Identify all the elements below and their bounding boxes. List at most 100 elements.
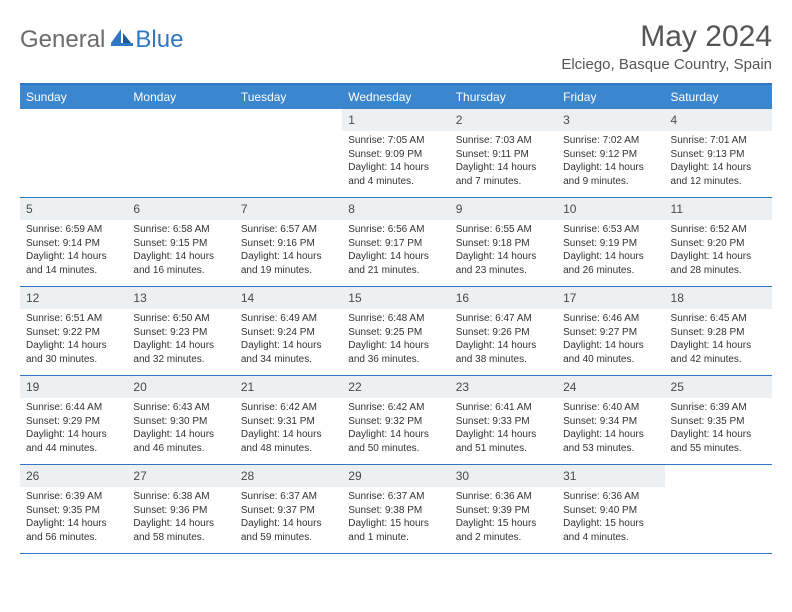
sunrise-line: Sunrise: 6:39 AM bbox=[671, 401, 766, 415]
day-body: Sunrise: 6:36 AMSunset: 9:40 PMDaylight:… bbox=[557, 487, 664, 548]
sunrise-line: Sunrise: 6:37 AM bbox=[241, 490, 336, 504]
day-cell: 2 Sunrise: 7:03 AMSunset: 9:11 PMDaylight… bbox=[450, 109, 557, 197]
sunset-line: Sunset: 9:34 PM bbox=[563, 415, 658, 429]
sunset-line: Sunset: 9:28 PM bbox=[671, 326, 766, 340]
day-number: 30 bbox=[450, 465, 557, 487]
daylight-line: Daylight: 15 hours and 1 minute. bbox=[348, 517, 443, 544]
daylight-line: Daylight: 14 hours and 26 minutes. bbox=[563, 250, 658, 277]
daylight-line: Daylight: 14 hours and 4 minutes. bbox=[348, 161, 443, 188]
day-number: 1 bbox=[342, 109, 449, 131]
day-body: Sunrise: 6:36 AMSunset: 9:39 PMDaylight:… bbox=[450, 487, 557, 548]
sunrise-line: Sunrise: 6:46 AM bbox=[563, 312, 658, 326]
day-cell: 28Sunrise: 6:37 AMSunset: 9:37 PMDayligh… bbox=[235, 465, 342, 553]
weeks-container: 1Sunrise: 7:05 AMSunset: 9:09 PMDaylight… bbox=[20, 109, 772, 554]
day-number: 3 bbox=[557, 109, 664, 131]
day-cell: 8Sunrise: 6:56 AMSunset: 9:17 PMDaylight… bbox=[342, 198, 449, 286]
daylight-line: Daylight: 14 hours and 38 minutes. bbox=[456, 339, 551, 366]
day-cell: 22Sunrise: 6:42 AMSunset: 9:32 PMDayligh… bbox=[342, 376, 449, 464]
week-row: 5Sunrise: 6:59 AMSunset: 9:14 PMDaylight… bbox=[20, 198, 772, 287]
day-number: 31 bbox=[557, 465, 664, 487]
day-cell: 23Sunrise: 6:41 AMSunset: 9:33 PMDayligh… bbox=[450, 376, 557, 464]
sunrise-line: Sunrise: 6:36 AM bbox=[456, 490, 551, 504]
sunrise-line: Sunrise: 6:50 AM bbox=[133, 312, 228, 326]
daylight-line: Daylight: 14 hours and 56 minutes. bbox=[26, 517, 121, 544]
day-cell: 6Sunrise: 6:58 AMSunset: 9:15 PMDaylight… bbox=[127, 198, 234, 286]
day-cell: 27Sunrise: 6:38 AMSunset: 9:36 PMDayligh… bbox=[127, 465, 234, 553]
sunset-line: Sunset: 9:31 PM bbox=[241, 415, 336, 429]
day-cell: 12Sunrise: 6:51 AMSunset: 9:22 PMDayligh… bbox=[20, 287, 127, 375]
day-cell: 7 Sunrise: 6:57 AMSunset: 9:16 PMDaylight… bbox=[235, 198, 342, 286]
day-number: 29 bbox=[342, 465, 449, 487]
day-number: 10 bbox=[557, 198, 664, 220]
logo: General Blue bbox=[20, 20, 183, 54]
day-body: Sunrise: 6:39 AMSunset: 9:35 PMDaylight:… bbox=[20, 487, 127, 548]
daylight-line: Daylight: 14 hours and 30 minutes. bbox=[26, 339, 121, 366]
daylight-line: Daylight: 14 hours and 53 minutes. bbox=[563, 428, 658, 455]
daylight-line: Daylight: 14 hours and 46 minutes. bbox=[133, 428, 228, 455]
day-number: 16 bbox=[450, 287, 557, 309]
sunrise-line: Sunrise: 7:02 AM bbox=[563, 134, 658, 148]
weekday-header: Friday bbox=[557, 85, 664, 109]
sunrise-line: Sunrise: 7:01 AM bbox=[671, 134, 766, 148]
location-text: Elciego, Basque Country, Spain bbox=[561, 56, 772, 73]
day-body: Sunrise: 6:44 AMSunset: 9:29 PMDaylight:… bbox=[20, 398, 127, 459]
sunrise-line: Sunrise: 6:59 AM bbox=[26, 223, 121, 237]
sunset-line: Sunset: 9:39 PM bbox=[456, 504, 551, 518]
daylight-line: Daylight: 14 hours and 19 minutes. bbox=[241, 250, 336, 277]
sunset-line: Sunset: 9:30 PM bbox=[133, 415, 228, 429]
sunrise-line: Sunrise: 6:38 AM bbox=[133, 490, 228, 504]
week-row: 19Sunrise: 6:44 AMSunset: 9:29 PMDayligh… bbox=[20, 376, 772, 465]
day-number: 8 bbox=[342, 198, 449, 220]
sunrise-line: Sunrise: 6:56 AM bbox=[348, 223, 443, 237]
day-number: 4 bbox=[665, 109, 772, 131]
day-cell: 19Sunrise: 6:44 AMSunset: 9:29 PMDayligh… bbox=[20, 376, 127, 464]
day-cell: 3Sunrise: 7:02 AMSunset: 9:12 PMDaylight… bbox=[557, 109, 664, 197]
weekday-header: Saturday bbox=[665, 85, 772, 109]
day-cell bbox=[127, 109, 234, 197]
sunset-line: Sunset: 9:40 PM bbox=[563, 504, 658, 518]
day-body: Sunrise: 6:56 AMSunset: 9:17 PMDaylight:… bbox=[342, 220, 449, 281]
sunrise-line: Sunrise: 6:51 AM bbox=[26, 312, 121, 326]
day-number: 20 bbox=[127, 376, 234, 398]
daylight-line: Daylight: 14 hours and 12 minutes. bbox=[671, 161, 766, 188]
daylight-line: Daylight: 14 hours and 7 minutes. bbox=[456, 161, 551, 188]
sunset-line: Sunset: 9:27 PM bbox=[563, 326, 658, 340]
sunrise-line: Sunrise: 6:53 AM bbox=[563, 223, 658, 237]
day-body: Sunrise: 7:02 AMSunset: 9:12 PMDaylight:… bbox=[557, 131, 664, 192]
sunrise-line: Sunrise: 6:57 AM bbox=[241, 223, 336, 237]
daylight-line: Daylight: 14 hours and 58 minutes. bbox=[133, 517, 228, 544]
daylight-line: Daylight: 14 hours and 50 minutes. bbox=[348, 428, 443, 455]
day-cell: 17Sunrise: 6:46 AMSunset: 9:27 PMDayligh… bbox=[557, 287, 664, 375]
sunset-line: Sunset: 9:23 PM bbox=[133, 326, 228, 340]
day-cell: 5Sunrise: 6:59 AMSunset: 9:14 PMDaylight… bbox=[20, 198, 127, 286]
sunset-line: Sunset: 9:15 PM bbox=[133, 237, 228, 251]
day-cell: 30Sunrise: 6:36 AMSunset: 9:39 PMDayligh… bbox=[450, 465, 557, 553]
day-cell: 20Sunrise: 6:43 AMSunset: 9:30 PMDayligh… bbox=[127, 376, 234, 464]
day-cell: 4Sunrise: 7:01 AMSunset: 9:13 PMDaylight… bbox=[665, 109, 772, 197]
day-body: Sunrise: 6:42 AMSunset: 9:31 PMDaylight:… bbox=[235, 398, 342, 459]
day-body: Sunrise: 6:45 AMSunset: 9:28 PMDaylight:… bbox=[665, 309, 772, 370]
day-body: Sunrise: 6:51 AMSunset: 9:22 PMDaylight:… bbox=[20, 309, 127, 370]
day-number: 7 bbox=[235, 198, 342, 220]
sunrise-line: Sunrise: 7:03 AM bbox=[456, 134, 551, 148]
week-row: 1Sunrise: 7:05 AMSunset: 9:09 PMDaylight… bbox=[20, 109, 772, 198]
sunrise-line: Sunrise: 6:55 AM bbox=[456, 223, 551, 237]
sunrise-line: Sunrise: 6:47 AM bbox=[456, 312, 551, 326]
day-body: Sunrise: 6:38 AMSunset: 9:36 PMDaylight:… bbox=[127, 487, 234, 548]
sunset-line: Sunset: 9:38 PM bbox=[348, 504, 443, 518]
sunset-line: Sunset: 9:29 PM bbox=[26, 415, 121, 429]
daylight-line: Daylight: 14 hours and 21 minutes. bbox=[348, 250, 443, 277]
daylight-line: Daylight: 14 hours and 34 minutes. bbox=[241, 339, 336, 366]
day-cell bbox=[235, 109, 342, 197]
weekday-header: Thursday bbox=[450, 85, 557, 109]
day-body: Sunrise: 6:40 AMSunset: 9:34 PMDaylight:… bbox=[557, 398, 664, 459]
daylight-line: Daylight: 14 hours and 23 minutes. bbox=[456, 250, 551, 277]
day-number: 23 bbox=[450, 376, 557, 398]
sunset-line: Sunset: 9:16 PM bbox=[241, 237, 336, 251]
sunset-line: Sunset: 9:22 PM bbox=[26, 326, 121, 340]
day-body: Sunrise: 6:53 AMSunset: 9:19 PMDaylight:… bbox=[557, 220, 664, 281]
sunset-line: Sunset: 9:11 PM bbox=[456, 148, 551, 162]
daylight-line: Daylight: 14 hours and 16 minutes. bbox=[133, 250, 228, 277]
day-number: 15 bbox=[342, 287, 449, 309]
day-number: 2 bbox=[450, 109, 557, 131]
